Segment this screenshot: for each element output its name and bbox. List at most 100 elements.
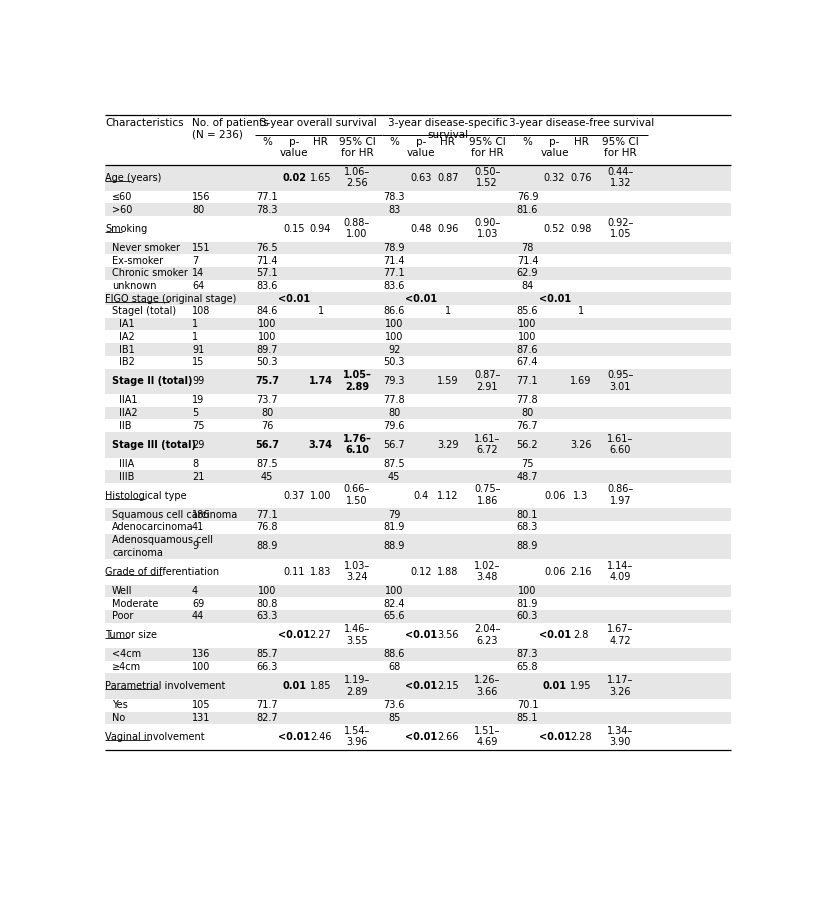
Bar bbox=[105, 331, 731, 344]
Text: 87.5: 87.5 bbox=[384, 459, 405, 469]
Text: Grade of differentiation: Grade of differentiation bbox=[105, 567, 220, 577]
Text: Age (years): Age (years) bbox=[105, 173, 162, 183]
Text: 3-year disease-free survival: 3-year disease-free survival bbox=[509, 117, 654, 127]
Text: 1.3: 1.3 bbox=[574, 491, 588, 501]
Text: Poor: Poor bbox=[112, 612, 134, 622]
Text: 1.02–
3.48: 1.02– 3.48 bbox=[474, 561, 500, 583]
Bar bbox=[105, 355, 731, 368]
Text: Adenocarcinoma: Adenocarcinoma bbox=[112, 523, 193, 533]
Text: ≥4cm: ≥4cm bbox=[112, 662, 141, 672]
Text: ≤60: ≤60 bbox=[112, 192, 132, 202]
Text: <0.01: <0.01 bbox=[539, 732, 570, 742]
Text: Squamous cell carcinoma: Squamous cell carcinoma bbox=[112, 510, 237, 520]
Bar bbox=[105, 280, 731, 293]
Text: 85.7: 85.7 bbox=[256, 649, 278, 659]
Text: 80: 80 bbox=[261, 408, 273, 418]
Text: 88.9: 88.9 bbox=[256, 542, 277, 552]
Text: 7: 7 bbox=[192, 255, 198, 265]
Text: 136: 136 bbox=[192, 649, 211, 659]
Text: 1.67–
4.72: 1.67– 4.72 bbox=[607, 624, 634, 645]
Text: 15: 15 bbox=[192, 357, 204, 367]
Bar bbox=[105, 584, 731, 597]
Text: 1.00: 1.00 bbox=[310, 491, 331, 501]
Bar bbox=[105, 508, 731, 521]
Text: 0.94: 0.94 bbox=[310, 224, 331, 234]
Text: 0.01: 0.01 bbox=[282, 681, 306, 691]
Text: 1.76–
6.10: 1.76– 6.10 bbox=[343, 434, 371, 455]
Text: 99: 99 bbox=[192, 376, 204, 386]
Text: 71.4: 71.4 bbox=[256, 255, 277, 265]
Text: Adenosquamous cell
carcinoma: Adenosquamous cell carcinoma bbox=[112, 535, 213, 558]
Text: Yes: Yes bbox=[112, 700, 128, 710]
Text: <0.01: <0.01 bbox=[278, 630, 310, 640]
Text: 100: 100 bbox=[192, 662, 211, 672]
Bar bbox=[105, 204, 731, 216]
Text: 1.83: 1.83 bbox=[310, 567, 331, 577]
Text: 68.3: 68.3 bbox=[517, 523, 539, 533]
Text: 14: 14 bbox=[192, 268, 204, 278]
Bar bbox=[105, 483, 731, 508]
Bar bbox=[105, 368, 731, 394]
Bar bbox=[105, 724, 731, 750]
Text: 0.4: 0.4 bbox=[414, 491, 429, 501]
Text: IB2: IB2 bbox=[119, 357, 135, 367]
Bar bbox=[105, 344, 731, 355]
Text: 69: 69 bbox=[192, 599, 204, 609]
Bar bbox=[105, 318, 731, 331]
Text: <4cm: <4cm bbox=[112, 649, 141, 659]
Bar bbox=[105, 305, 731, 318]
Text: 186: 186 bbox=[192, 510, 211, 520]
Bar bbox=[105, 255, 731, 267]
Text: Stage II (total): Stage II (total) bbox=[112, 376, 193, 386]
Text: 81.6: 81.6 bbox=[517, 205, 539, 215]
Text: 76.8: 76.8 bbox=[256, 523, 277, 533]
Text: 8: 8 bbox=[192, 459, 198, 469]
Text: 1: 1 bbox=[192, 319, 198, 329]
Text: 0.01: 0.01 bbox=[543, 681, 566, 691]
Bar bbox=[105, 394, 731, 406]
Text: 79: 79 bbox=[388, 510, 401, 520]
Text: 83.6: 83.6 bbox=[384, 281, 405, 291]
Bar bbox=[105, 470, 731, 483]
Bar bbox=[105, 267, 731, 280]
Text: 82.4: 82.4 bbox=[384, 599, 405, 609]
Text: 95% CI
for HR: 95% CI for HR bbox=[339, 136, 375, 158]
Text: 67.4: 67.4 bbox=[517, 357, 539, 367]
Text: 100: 100 bbox=[258, 586, 277, 596]
Text: <0.01: <0.01 bbox=[278, 294, 310, 304]
Text: %: % bbox=[262, 136, 272, 146]
Text: 57.1: 57.1 bbox=[256, 268, 278, 278]
Text: 62.9: 62.9 bbox=[517, 268, 539, 278]
Text: <0.01: <0.01 bbox=[406, 630, 437, 640]
Text: 82.7: 82.7 bbox=[256, 713, 278, 723]
Text: 66.3: 66.3 bbox=[256, 662, 277, 672]
Text: 100: 100 bbox=[258, 319, 277, 329]
Text: 80: 80 bbox=[521, 408, 534, 418]
Text: 56.7: 56.7 bbox=[384, 440, 405, 450]
Text: 3.26: 3.26 bbox=[570, 440, 592, 450]
Text: 0.87: 0.87 bbox=[437, 173, 459, 183]
Text: 108: 108 bbox=[192, 306, 211, 316]
Text: 0.50–
1.52: 0.50– 1.52 bbox=[474, 167, 500, 188]
Text: 2.28: 2.28 bbox=[570, 732, 592, 742]
Text: 100: 100 bbox=[518, 332, 537, 342]
Bar bbox=[105, 534, 731, 559]
Text: 79.6: 79.6 bbox=[384, 421, 405, 431]
Text: 83.6: 83.6 bbox=[256, 281, 277, 291]
Text: 78.9: 78.9 bbox=[384, 243, 405, 253]
Text: 87.6: 87.6 bbox=[517, 345, 539, 355]
Text: 76.5: 76.5 bbox=[256, 243, 278, 253]
Text: 76: 76 bbox=[261, 421, 273, 431]
Text: 0.87–
2.91: 0.87– 2.91 bbox=[474, 370, 500, 392]
Bar bbox=[105, 661, 731, 674]
Text: 1.65: 1.65 bbox=[310, 173, 331, 183]
Bar bbox=[105, 293, 731, 305]
Text: 50.3: 50.3 bbox=[384, 357, 405, 367]
Text: 1.95: 1.95 bbox=[570, 681, 592, 691]
Text: 78: 78 bbox=[521, 243, 534, 253]
Text: IIA1: IIA1 bbox=[119, 395, 138, 405]
Text: 80.1: 80.1 bbox=[517, 510, 539, 520]
Text: Histological type: Histological type bbox=[105, 491, 187, 501]
Text: 1.46–
3.55: 1.46– 3.55 bbox=[344, 624, 370, 645]
Text: 3.56: 3.56 bbox=[437, 630, 459, 640]
